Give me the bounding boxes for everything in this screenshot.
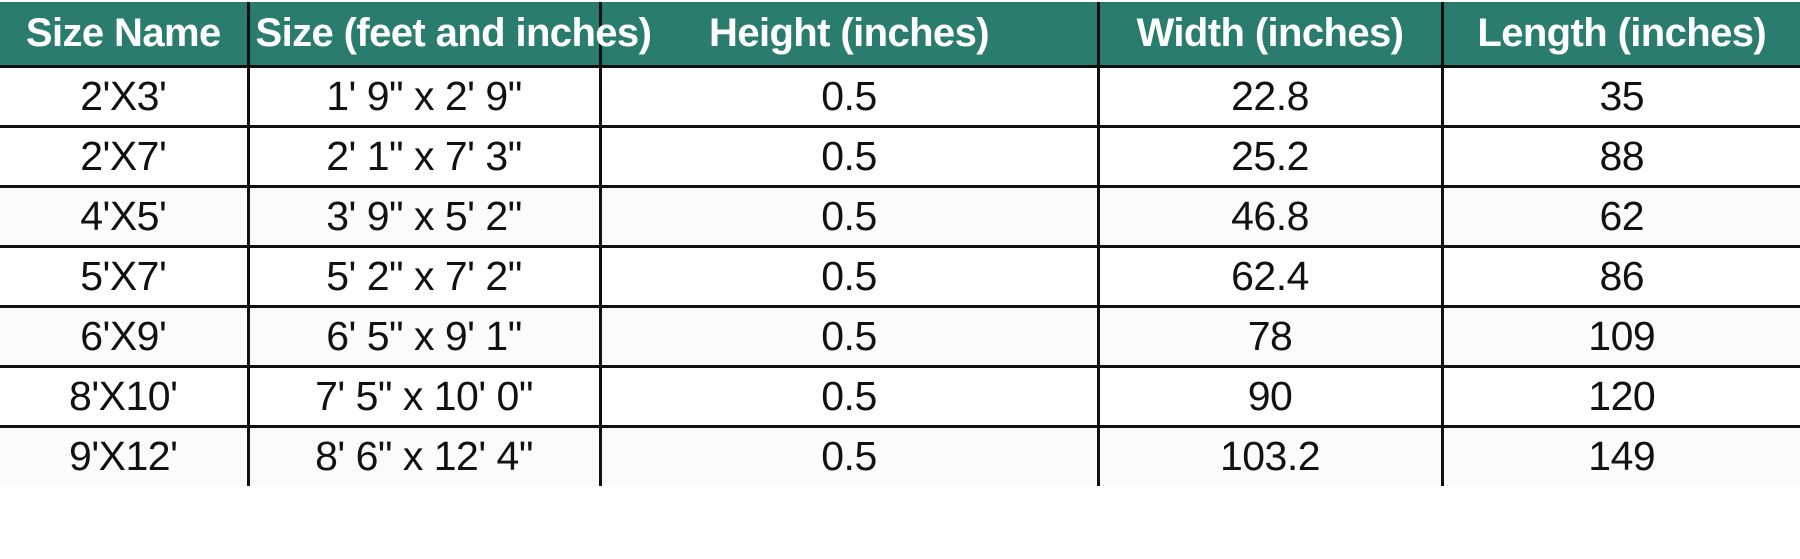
cell-width-inches: 103.2 [1096,426,1444,486]
cell-height-inches: 0.5 [598,306,1100,368]
cell-width-inches: 90 [1096,366,1444,428]
column-header-length-inches: Length (inches) [1440,2,1800,68]
cell-size-feet-inches: 7' 5" x 10' 0" [246,366,602,428]
cell-size-feet-inches: 3' 9" x 5' 2" [246,186,602,248]
cell-size-feet-inches: 2' 1" x 7' 3" [246,126,602,188]
cell-width-inches: 25.2 [1096,126,1444,188]
column-header-width-inches: Width (inches) [1096,2,1444,68]
cell-height-inches: 0.5 [598,426,1100,486]
cell-length-inches: 62 [1440,186,1800,248]
table-row: 6'X9' 6' 5" x 9' 1" 0.5 78 109 [0,306,1800,368]
cell-size-feet-inches: 1' 9" x 2' 9" [246,66,602,128]
cell-width-inches: 78 [1096,306,1444,368]
cell-height-inches: 0.5 [598,126,1100,188]
table-header: Size Name Size (feet and inches) Height … [0,2,1800,68]
cell-length-inches: 86 [1440,246,1800,308]
cell-width-inches: 62.4 [1096,246,1444,308]
cell-size-name: 4'X5' [0,186,250,248]
table-body: 2'X3' 1' 9" x 2' 9" 0.5 22.8 35 2'X7' 2'… [0,66,1800,486]
rug-size-table: Size Name Size (feet and inches) Height … [0,2,1800,486]
table-row: 2'X3' 1' 9" x 2' 9" 0.5 22.8 35 [0,66,1800,128]
cell-height-inches: 0.5 [598,66,1100,128]
table-row: 8'X10' 7' 5" x 10' 0" 0.5 90 120 [0,366,1800,428]
cell-length-inches: 109 [1440,306,1800,368]
cell-length-inches: 120 [1440,366,1800,428]
table-row: 9'X12' 8' 6" x 12' 4" 0.5 103.2 149 [0,426,1800,486]
column-header-size-feet-inches: Size (feet and inches) [246,2,652,68]
column-header-size-name: Size Name [0,2,250,68]
cell-size-name: 2'X7' [0,126,250,188]
table-row: 5'X7' 5' 2" x 7' 2" 0.5 62.4 86 [0,246,1800,308]
table-row: 4'X5' 3' 9" x 5' 2" 0.5 46.8 62 [0,186,1800,248]
cell-height-inches: 0.5 [598,246,1100,308]
cell-size-name: 5'X7' [0,246,250,308]
cell-size-name: 6'X9' [0,306,250,368]
cell-height-inches: 0.5 [598,366,1100,428]
cell-length-inches: 35 [1440,66,1800,128]
column-header-height-inches: Height (inches) [598,2,1100,68]
cell-size-name: 8'X10' [0,366,250,428]
header-row: Size Name Size (feet and inches) Height … [0,2,1800,68]
cell-length-inches: 88 [1440,126,1800,188]
table-row: 2'X7' 2' 1" x 7' 3" 0.5 25.2 88 [0,126,1800,188]
cell-length-inches: 149 [1440,426,1800,486]
cell-size-feet-inches: 8' 6" x 12' 4" [246,426,602,486]
cell-size-feet-inches: 6' 5" x 9' 1" [246,306,602,368]
cell-height-inches: 0.5 [598,186,1100,248]
cell-width-inches: 22.8 [1096,66,1444,128]
cell-size-name: 9'X12' [0,426,250,486]
cell-size-feet-inches: 5' 2" x 7' 2" [246,246,602,308]
cell-size-name: 2'X3' [0,66,250,128]
cell-width-inches: 46.8 [1096,186,1444,248]
